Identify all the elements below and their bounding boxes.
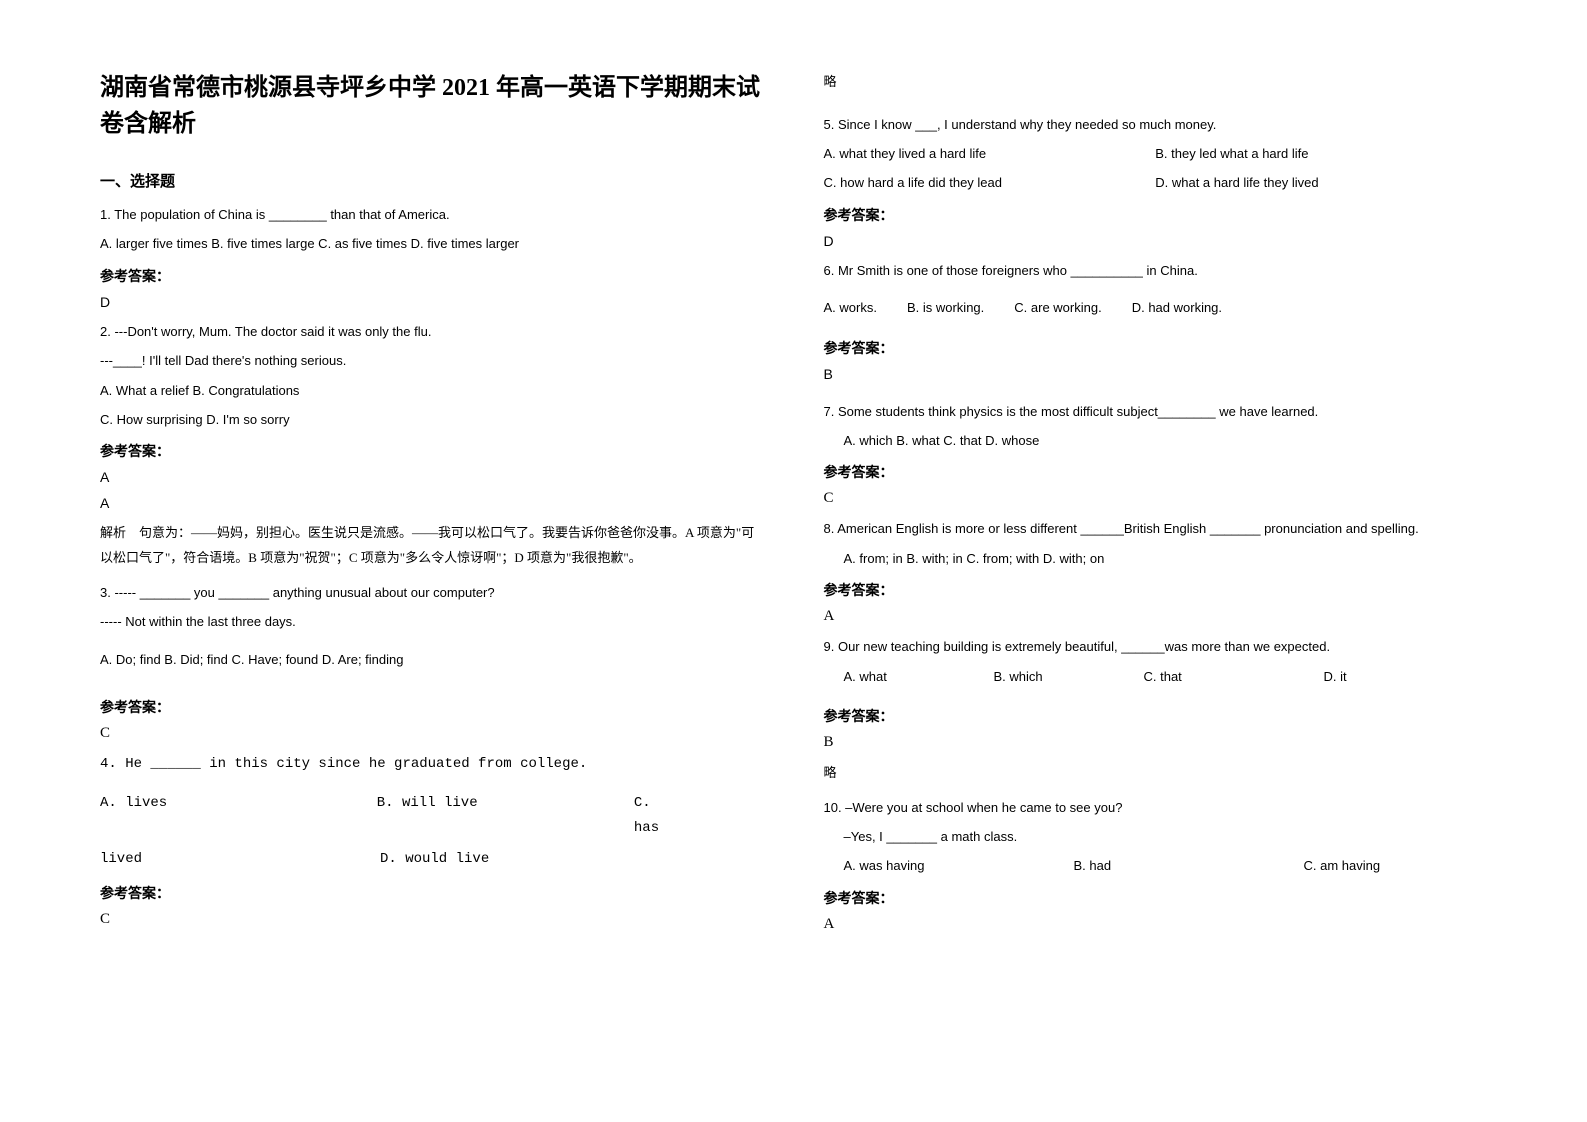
q2-opts1: A. What a relief B. Congratulations (100, 379, 764, 402)
q2-line2: ---____! I'll tell Dad there's nothing s… (100, 349, 764, 372)
q10-line2: –Yes, I _______ a math class. (824, 825, 1488, 848)
q4-text: 4. He ______ in this city since he gradu… (100, 752, 764, 777)
document-title: 湖南省常德市桃源县寺坪乡中学 2021 年高一英语下学期期末试卷含解析 (100, 70, 764, 142)
q3-answer-label: 参考答案： (100, 697, 764, 717)
q2-opts2: C. How surprising D. I'm so sorry (100, 408, 764, 431)
q9-optC: C. that (1144, 665, 1294, 688)
q8-answer-label: 参考答案： (824, 580, 1488, 600)
q6-text: 6. Mr Smith is one of those foreigners w… (824, 259, 1488, 282)
q4-omit: 略 (824, 70, 1488, 95)
q10-optC: C. am having (1304, 854, 1381, 877)
q6-answer: B (824, 366, 1488, 382)
q9-text: 9. Our new teaching building is extremel… (824, 635, 1488, 658)
q4-options-row1: A. lives B. will live C. has (100, 791, 764, 841)
q4-line2a: lived (100, 847, 300, 872)
q10-options: A. was having B. had C. am having (824, 854, 1488, 877)
q5-answer: D (824, 233, 1488, 249)
q4-optC: C. has (634, 791, 684, 841)
q6-optB: B. is working. (907, 296, 984, 319)
q10-answer-label: 参考答案： (824, 888, 1488, 908)
q5-text: 5. Since I know ___, I understand why th… (824, 113, 1488, 136)
q2-line1: 2. ---Don't worry, Mum. The doctor said … (100, 320, 764, 343)
q5-optA: A. what they lived a hard life (824, 142, 1156, 165)
q6-options: A. works. B. is working. C. are working.… (824, 296, 1488, 319)
q5-optB: B. they led what a hard life (1155, 142, 1487, 165)
q2-answer1: A (100, 469, 764, 485)
q4-optB: B. will live (377, 791, 554, 841)
q10-optB: B. had (1074, 854, 1274, 877)
q4-line2b: D. would live (380, 847, 489, 872)
q6-optC: C. are working. (1014, 296, 1101, 319)
q7-options: A. which B. what C. that D. whose (824, 429, 1488, 452)
q10-line1: 10. –Were you at school when he came to … (824, 796, 1488, 819)
q1-answer-label: 参考答案： (100, 266, 764, 286)
q5-opts-row1: A. what they lived a hard life B. they l… (824, 142, 1488, 165)
q9-options: A. what B. which C. that D. it (824, 665, 1488, 688)
q5-optC: C. how hard a life did they lead (824, 171, 1156, 194)
left-column: 湖南省常德市桃源县寺坪乡中学 2021 年高一英语下学期期末试卷含解析 一、选择… (100, 70, 764, 1052)
q3-options: A. Do; find B. Did; find C. Have; found … (100, 648, 764, 671)
q5-opts-row2: C. how hard a life did they lead D. what… (824, 171, 1488, 194)
q10-optA: A. was having (844, 854, 1044, 877)
q6-answer-label: 参考答案： (824, 338, 1488, 358)
q9-optD: D. it (1324, 665, 1347, 688)
q7-answer-label: 参考答案： (824, 462, 1488, 482)
q10-answer: A (824, 916, 1488, 933)
q3-line1: 3. ----- _______ you _______ anything un… (100, 581, 764, 604)
q9-answer-label: 参考答案： (824, 706, 1488, 726)
q4-options-row2: lived D. would live (100, 847, 764, 872)
q1-text: 1. The population of China is ________ t… (100, 203, 764, 226)
section-heading: 一、选择题 (100, 170, 764, 191)
q1-options: A. larger five times B. five times large… (100, 232, 764, 255)
q9-optB: B. which (994, 665, 1114, 688)
q9-answer: B (824, 734, 1488, 751)
q8-text: 8. American English is more or less diff… (824, 517, 1488, 540)
q9-optA: A. what (844, 665, 964, 688)
q6-optA: A. works. (824, 296, 877, 319)
q3-line2: ----- Not within the last three days. (100, 610, 764, 633)
q6-optD: D. had working. (1132, 296, 1222, 319)
q2-answer-label: 参考答案： (100, 441, 764, 461)
q4-answer-label: 参考答案： (100, 883, 764, 903)
q8-answer: A (824, 608, 1488, 625)
q4-answer: C (100, 911, 764, 928)
q3-answer: C (100, 725, 764, 742)
q5-answer-label: 参考答案： (824, 205, 1488, 225)
q9-omit: 略 (824, 761, 1488, 786)
q2-answer2: A (100, 495, 764, 511)
q4-optA: A. lives (100, 791, 297, 841)
q2-explanation: 解析 句意为：——妈妈，别担心。医生说只是流感。——我可以松口气了。我要告诉你爸… (100, 521, 764, 570)
q1-answer: D (100, 294, 764, 310)
right-column: 略 5. Since I know ___, I understand why … (824, 70, 1488, 1052)
q7-text: 7. Some students think physics is the mo… (824, 400, 1488, 423)
q8-options: A. from; in B. with; in C. from; with D.… (824, 547, 1488, 570)
q7-answer: C (824, 490, 1488, 507)
q5-optD: D. what a hard life they lived (1155, 171, 1487, 194)
